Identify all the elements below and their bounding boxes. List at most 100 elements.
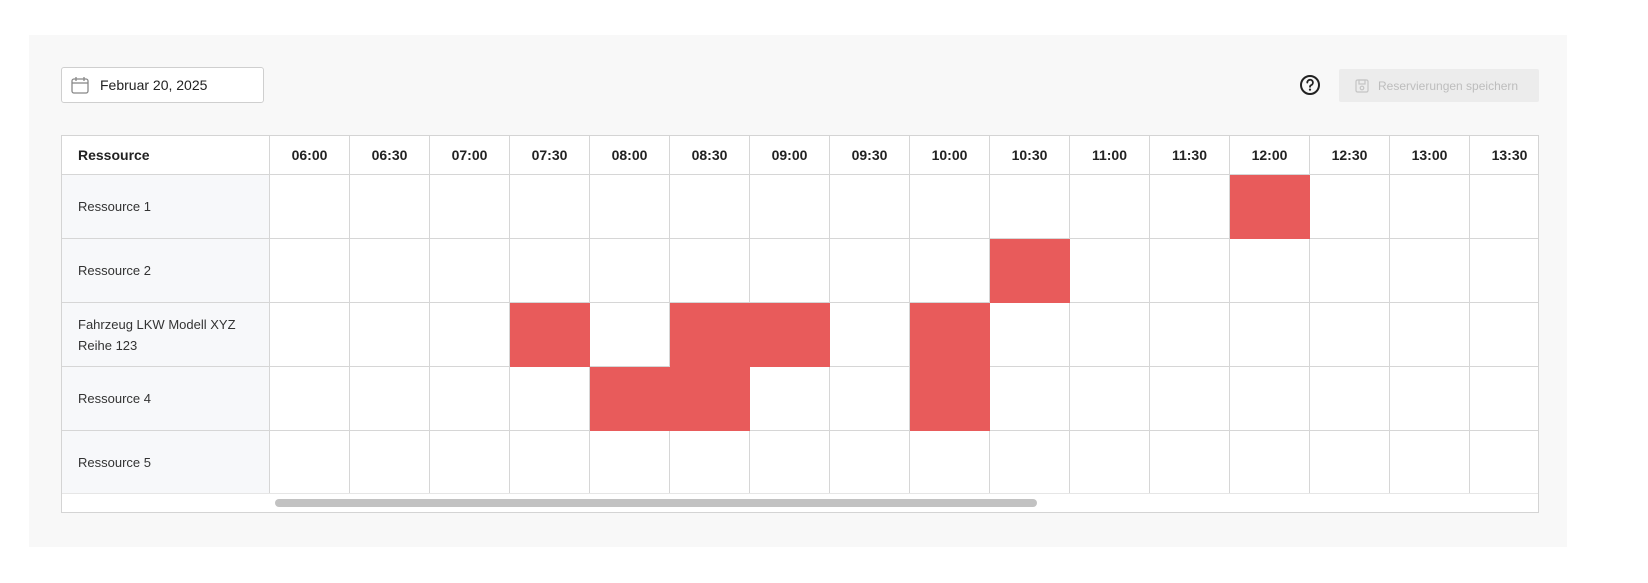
- time-slot[interactable]: [1470, 303, 1538, 367]
- time-slot[interactable]: [1150, 239, 1230, 303]
- time-slot[interactable]: [1310, 431, 1390, 495]
- time-slot[interactable]: [510, 239, 590, 303]
- time-slot[interactable]: [350, 367, 430, 431]
- time-slot[interactable]: [1230, 303, 1310, 367]
- booked-slot[interactable]: [750, 303, 830, 367]
- time-slot[interactable]: [1310, 367, 1390, 431]
- time-slot[interactable]: [1150, 431, 1230, 495]
- time-header: 12:00: [1230, 136, 1310, 175]
- time-slot[interactable]: [590, 431, 670, 495]
- time-slot[interactable]: [590, 239, 670, 303]
- time-slot[interactable]: [990, 303, 1070, 367]
- time-slot[interactable]: [1390, 175, 1470, 239]
- time-slot[interactable]: [990, 367, 1070, 431]
- time-slot[interactable]: [1230, 239, 1310, 303]
- booked-slot[interactable]: [990, 239, 1070, 303]
- save-button-label: Reservierungen speichern: [1378, 78, 1519, 93]
- time-slot[interactable]: [1230, 431, 1310, 495]
- time-slot[interactable]: [750, 367, 830, 431]
- time-slot[interactable]: [1070, 175, 1150, 239]
- booked-slot[interactable]: [910, 367, 990, 431]
- save-reservations-button[interactable]: Reservierungen speichern: [1339, 69, 1539, 102]
- time-slot[interactable]: [590, 303, 670, 367]
- time-slot[interactable]: [270, 367, 350, 431]
- time-slot[interactable]: [270, 175, 350, 239]
- time-slot[interactable]: [830, 303, 910, 367]
- time-slot[interactable]: [430, 239, 510, 303]
- time-slot[interactable]: [830, 367, 910, 431]
- time-slot[interactable]: [1310, 175, 1390, 239]
- date-picker[interactable]: Februar 20, 2025: [61, 67, 264, 103]
- time-slot[interactable]: [1150, 303, 1230, 367]
- time-slot[interactable]: [1070, 239, 1150, 303]
- time-slot[interactable]: [910, 431, 990, 495]
- time-slot[interactable]: [990, 431, 1070, 495]
- time-slot[interactable]: [350, 303, 430, 367]
- time-slot[interactable]: [350, 239, 430, 303]
- time-header: 08:30: [670, 136, 750, 175]
- booked-slot[interactable]: [510, 303, 590, 367]
- time-slot[interactable]: [430, 431, 510, 495]
- time-slot[interactable]: [1230, 367, 1310, 431]
- resource-name: Fahrzeug LKW Modell XYZ Reihe 123: [62, 303, 270, 367]
- time-header: 08:00: [590, 136, 670, 175]
- time-slot[interactable]: [1470, 239, 1538, 303]
- time-slot[interactable]: [350, 431, 430, 495]
- time-slot[interactable]: [670, 239, 750, 303]
- time-slot[interactable]: [510, 431, 590, 495]
- time-slot[interactable]: [350, 175, 430, 239]
- scrollbar-thumb[interactable]: [275, 499, 1037, 507]
- time-slot[interactable]: [910, 239, 990, 303]
- resource-name: Ressource 4: [62, 367, 270, 431]
- booked-slot[interactable]: [910, 303, 990, 367]
- time-slot[interactable]: [750, 175, 830, 239]
- booked-slot[interactable]: [590, 367, 670, 431]
- time-slot[interactable]: [590, 175, 670, 239]
- time-slot[interactable]: [1470, 175, 1538, 239]
- time-slot[interactable]: [1390, 303, 1470, 367]
- time-slot[interactable]: [1070, 367, 1150, 431]
- schedule-table: Ressource 06:00 06:30 07:00 07:30 08:00 08:30 0…: [62, 136, 1538, 495]
- time-slot[interactable]: [1310, 303, 1390, 367]
- time-slot[interactable]: [1070, 431, 1150, 495]
- time-header: 11:00: [1070, 136, 1150, 175]
- time-slot[interactable]: [270, 431, 350, 495]
- time-slot[interactable]: [270, 303, 350, 367]
- resource-name: Ressource 1: [62, 175, 270, 239]
- time-slot[interactable]: [830, 175, 910, 239]
- time-slot[interactable]: [270, 239, 350, 303]
- time-slot[interactable]: [750, 431, 830, 495]
- horizontal-scrollbar[interactable]: [62, 493, 1538, 512]
- time-slot[interactable]: [430, 175, 510, 239]
- time-slot[interactable]: [1390, 239, 1470, 303]
- date-value: Februar 20, 2025: [100, 77, 208, 93]
- booked-slot[interactable]: [670, 367, 750, 431]
- time-header: 07:30: [510, 136, 590, 175]
- time-slot[interactable]: [830, 239, 910, 303]
- time-slot[interactable]: [430, 367, 510, 431]
- time-slot[interactable]: [990, 175, 1070, 239]
- time-slot[interactable]: [1470, 431, 1538, 495]
- resource-name: Ressource 2: [62, 239, 270, 303]
- time-header: 09:00: [750, 136, 830, 175]
- time-slot[interactable]: [1310, 239, 1390, 303]
- time-slot[interactable]: [750, 239, 830, 303]
- time-slot[interactable]: [670, 175, 750, 239]
- time-header: 10:30: [990, 136, 1070, 175]
- booked-slot[interactable]: [1230, 175, 1310, 239]
- time-slot[interactable]: [510, 175, 590, 239]
- time-slot[interactable]: [510, 367, 590, 431]
- time-slot[interactable]: [910, 175, 990, 239]
- time-slot[interactable]: [430, 303, 510, 367]
- time-slot[interactable]: [1390, 431, 1470, 495]
- time-slot[interactable]: [1150, 367, 1230, 431]
- time-slot[interactable]: [670, 431, 750, 495]
- time-header: 10:00: [910, 136, 990, 175]
- time-slot[interactable]: [1390, 367, 1470, 431]
- time-slot[interactable]: [1070, 303, 1150, 367]
- time-slot[interactable]: [1150, 175, 1230, 239]
- booked-slot[interactable]: [670, 303, 750, 367]
- time-slot[interactable]: [1470, 367, 1538, 431]
- time-slot[interactable]: [830, 431, 910, 495]
- help-circle-icon[interactable]: [1299, 74, 1321, 96]
